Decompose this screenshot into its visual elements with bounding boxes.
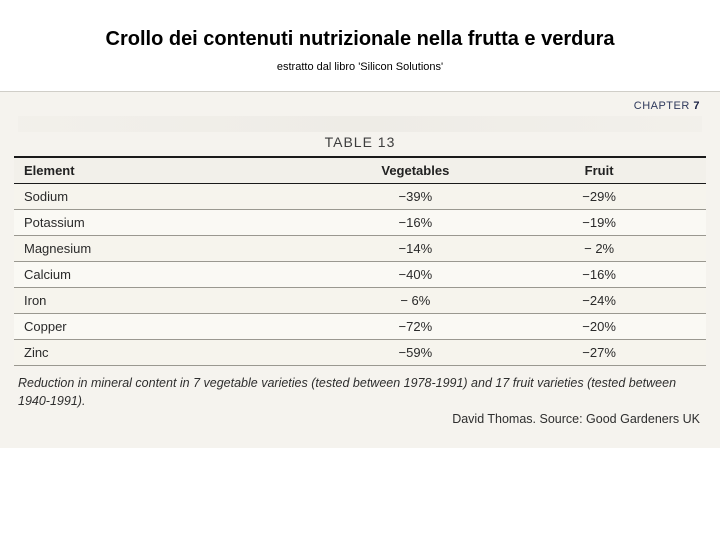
cell-fruit: −27% — [512, 340, 706, 366]
table-header-row: Element Vegetables Fruit — [14, 157, 706, 184]
table-row: Iron − 6% −24% — [14, 288, 706, 314]
table-row: Magnesium −14% − 2% — [14, 236, 706, 262]
table-row: Sodium −39% −29% — [14, 184, 706, 210]
cell-veg: −59% — [318, 340, 512, 366]
cell-fruit: − 2% — [512, 236, 706, 262]
slide-title: Crollo dei contenuti nutrizionale nella … — [0, 0, 720, 61]
cell-element: Iron — [14, 288, 318, 314]
header-vegetables: Vegetables — [318, 157, 512, 184]
cell-fruit: −20% — [512, 314, 706, 340]
table-body: Sodium −39% −29% Potassium −16% −19% Mag… — [14, 184, 706, 366]
table-caption: TABLE 13 — [14, 134, 706, 150]
cell-fruit: −29% — [512, 184, 706, 210]
chapter-header: CHAPTER 7 — [14, 98, 706, 116]
cell-fruit: −16% — [512, 262, 706, 288]
table-row: Potassium −16% −19% — [14, 210, 706, 236]
cell-veg: −14% — [318, 236, 512, 262]
header-fruit: Fruit — [512, 157, 706, 184]
bleedthrough-text — [18, 116, 702, 132]
cell-element: Zinc — [14, 340, 318, 366]
source-line: David Thomas. Source: Good Gardeners UK — [14, 412, 706, 426]
chapter-number: 7 — [693, 100, 700, 112]
table-footnote: Reduction in mineral content in 7 vegeta… — [14, 374, 706, 410]
table-row: Zinc −59% −27% — [14, 340, 706, 366]
cell-element: Potassium — [14, 210, 318, 236]
cell-element: Magnesium — [14, 236, 318, 262]
cell-element: Calcium — [14, 262, 318, 288]
chapter-label: CHAPTER — [634, 100, 690, 112]
table-row: Copper −72% −20% — [14, 314, 706, 340]
cell-fruit: −19% — [512, 210, 706, 236]
cell-veg: −16% — [318, 210, 512, 236]
nutrition-table: Element Vegetables Fruit Sodium −39% −29… — [14, 156, 706, 366]
cell-veg: − 6% — [318, 288, 512, 314]
cell-veg: −39% — [318, 184, 512, 210]
cell-veg: −72% — [318, 314, 512, 340]
cell-element: Copper — [14, 314, 318, 340]
header-element: Element — [14, 157, 318, 184]
table-row: Calcium −40% −16% — [14, 262, 706, 288]
cell-fruit: −24% — [512, 288, 706, 314]
cell-veg: −40% — [318, 262, 512, 288]
cell-element: Sodium — [14, 184, 318, 210]
slide-subtitle: estratto dal libro 'Silicon Solutions' — [0, 61, 720, 91]
scanned-page: CHAPTER 7 TABLE 13 Element Vegetables Fr… — [0, 91, 720, 448]
